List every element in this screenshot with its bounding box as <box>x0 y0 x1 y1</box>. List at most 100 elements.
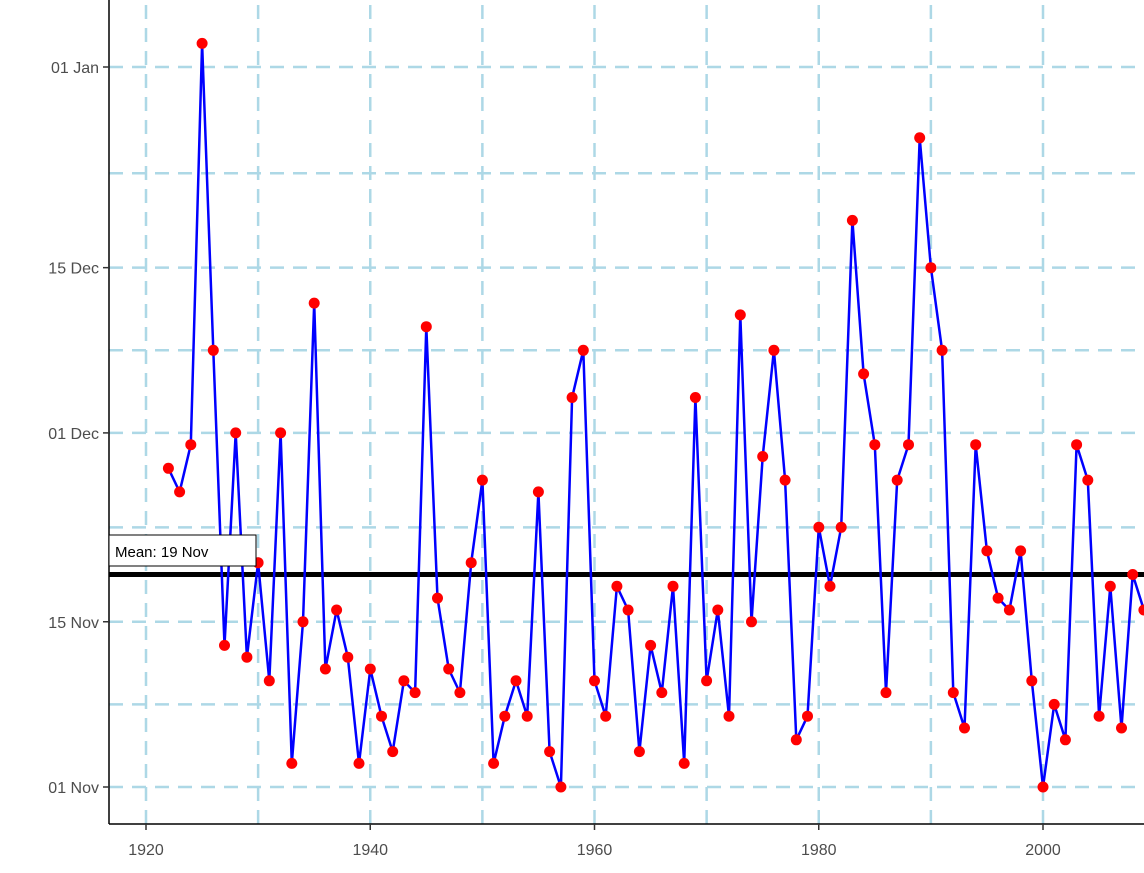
data-point <box>768 344 780 356</box>
data-point <box>712 604 724 616</box>
data-point <box>1116 722 1127 734</box>
data-point <box>1093 710 1105 722</box>
x-tick-label: 1920 <box>128 842 164 859</box>
data-point <box>914 132 926 144</box>
data-point <box>667 580 679 592</box>
data-point <box>521 710 533 722</box>
x-tick-label: 1960 <box>577 842 613 859</box>
data-point <box>241 651 253 663</box>
data-point <box>723 710 735 722</box>
data-point <box>611 580 623 592</box>
data-point <box>555 781 567 793</box>
data-point <box>376 710 387 722</box>
data-point <box>465 557 477 569</box>
y-tick-label: 01 Nov <box>48 780 99 797</box>
data-point <box>1138 604 1144 616</box>
data-point <box>196 37 208 49</box>
data-point <box>566 392 578 403</box>
data-point <box>387 746 399 758</box>
data-point <box>185 439 197 451</box>
data-point <box>645 639 657 651</box>
y-tick-label: 15 Nov <box>48 615 99 632</box>
data-point <box>903 439 914 451</box>
data-point <box>454 687 466 699</box>
y-tick-label: 01 Dec <box>48 426 99 443</box>
data-point <box>589 675 600 687</box>
x-tick-label: 2000 <box>1025 842 1061 859</box>
data-point <box>286 757 298 769</box>
data-point <box>1127 569 1139 580</box>
data-point <box>364 663 376 675</box>
data-point <box>499 710 511 722</box>
data-point <box>1082 474 1094 486</box>
data-point <box>1071 439 1083 451</box>
data-point <box>219 639 230 651</box>
data-point <box>342 651 354 663</box>
data-point <box>510 675 522 687</box>
data-point <box>779 474 791 486</box>
data-point <box>331 604 343 616</box>
data-point <box>1015 545 1027 557</box>
data-point <box>162 462 174 474</box>
data-point <box>532 486 544 498</box>
data-point <box>678 757 690 769</box>
data-point <box>398 675 410 687</box>
data-point <box>858 368 870 380</box>
data-point <box>689 392 701 403</box>
data-point <box>319 663 331 675</box>
data-point <box>824 580 836 592</box>
data-point <box>790 734 802 746</box>
data-point <box>409 687 421 699</box>
data-point <box>835 521 847 533</box>
data-point <box>432 592 443 604</box>
x-tick-label: 1940 <box>352 842 388 859</box>
data-point <box>936 344 948 356</box>
data-point <box>275 427 287 439</box>
data-point <box>420 321 432 333</box>
mean-label: Mean: 19 Nov <box>115 544 209 561</box>
data-point <box>959 722 970 734</box>
data-point <box>443 663 455 675</box>
data-point <box>1003 604 1015 616</box>
data-point <box>600 710 612 722</box>
data-point <box>947 687 959 699</box>
y-tick-label: 15 Dec <box>48 261 99 278</box>
data-point <box>970 439 982 451</box>
mean-label-box <box>108 534 257 567</box>
data-point <box>1059 734 1071 746</box>
data-point <box>813 521 825 533</box>
data-point <box>1048 698 1060 710</box>
data-point <box>297 616 309 628</box>
data-point <box>880 687 892 699</box>
data-point <box>734 309 746 321</box>
data-point <box>701 675 713 687</box>
mean-label-group: Mean: 19 Nov <box>108 534 257 567</box>
axes: 1920 1940 1960 1980 2000 01 Nov 15 Nov 01 Dec 15… <box>48 0 1144 859</box>
data-point <box>308 297 320 309</box>
data-point <box>577 344 589 356</box>
data-point <box>207 344 219 356</box>
data-point <box>353 757 365 769</box>
data-point <box>633 746 645 758</box>
data-point <box>1026 675 1038 687</box>
series-line <box>167 42 1144 789</box>
y-tick-label: 01 Jan <box>51 60 99 77</box>
data-point <box>174 486 186 498</box>
data-point <box>869 439 881 451</box>
data-point <box>488 757 500 769</box>
data-point <box>622 604 634 616</box>
x-tick-label: 1980 <box>801 842 837 859</box>
data-point <box>746 616 757 628</box>
data-point <box>544 746 556 758</box>
data-point <box>981 545 993 557</box>
data-point <box>757 451 769 462</box>
data-point <box>263 675 275 687</box>
data-point <box>992 592 1004 604</box>
data-point <box>1037 781 1049 793</box>
data-point <box>1104 580 1116 592</box>
plot-background <box>109 5 1144 824</box>
data-point <box>230 427 242 439</box>
data-point <box>802 710 813 722</box>
data-point <box>925 262 937 274</box>
